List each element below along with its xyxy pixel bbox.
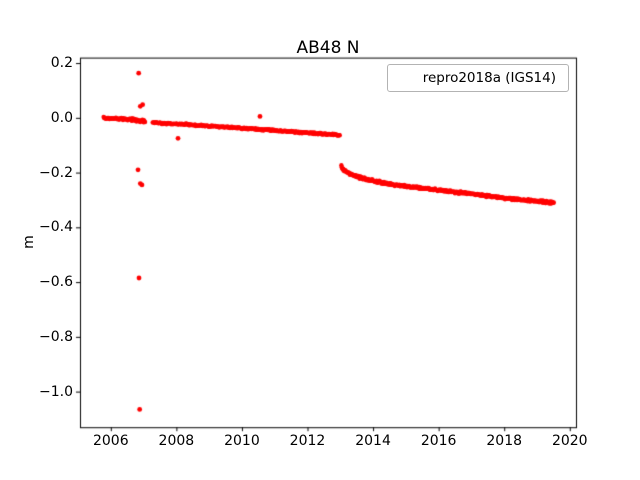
chart-title: AB48 N (296, 38, 360, 58)
x-tick-label: 2018 (486, 433, 523, 449)
x-tick-label: 2010 (224, 433, 260, 449)
y-tick-label: −0.2 (39, 164, 73, 181)
legend-marker-dot-icon (404, 75, 411, 82)
x-tick-label: 2016 (420, 433, 457, 449)
x-tick-label: 2012 (289, 433, 326, 449)
y-tick-label: 0.0 (50, 109, 73, 126)
y-tick-label: 0.2 (50, 55, 73, 72)
x-tick-label: 2020 (551, 433, 588, 449)
x-tick-label: 2008 (158, 433, 195, 449)
y-tick-label: −0.6 (39, 274, 73, 291)
y-tick-label: −1.0 (39, 383, 73, 400)
x-tick-label: 2014 (355, 433, 391, 449)
x-tick-label: 2006 (92, 433, 129, 449)
y-tick-label: −0.8 (39, 328, 73, 345)
y-tick-label: −0.4 (39, 219, 73, 236)
legend: repro2018a (IGS14) (386, 64, 569, 92)
legend-label: repro2018a (IGS14) (422, 70, 556, 86)
